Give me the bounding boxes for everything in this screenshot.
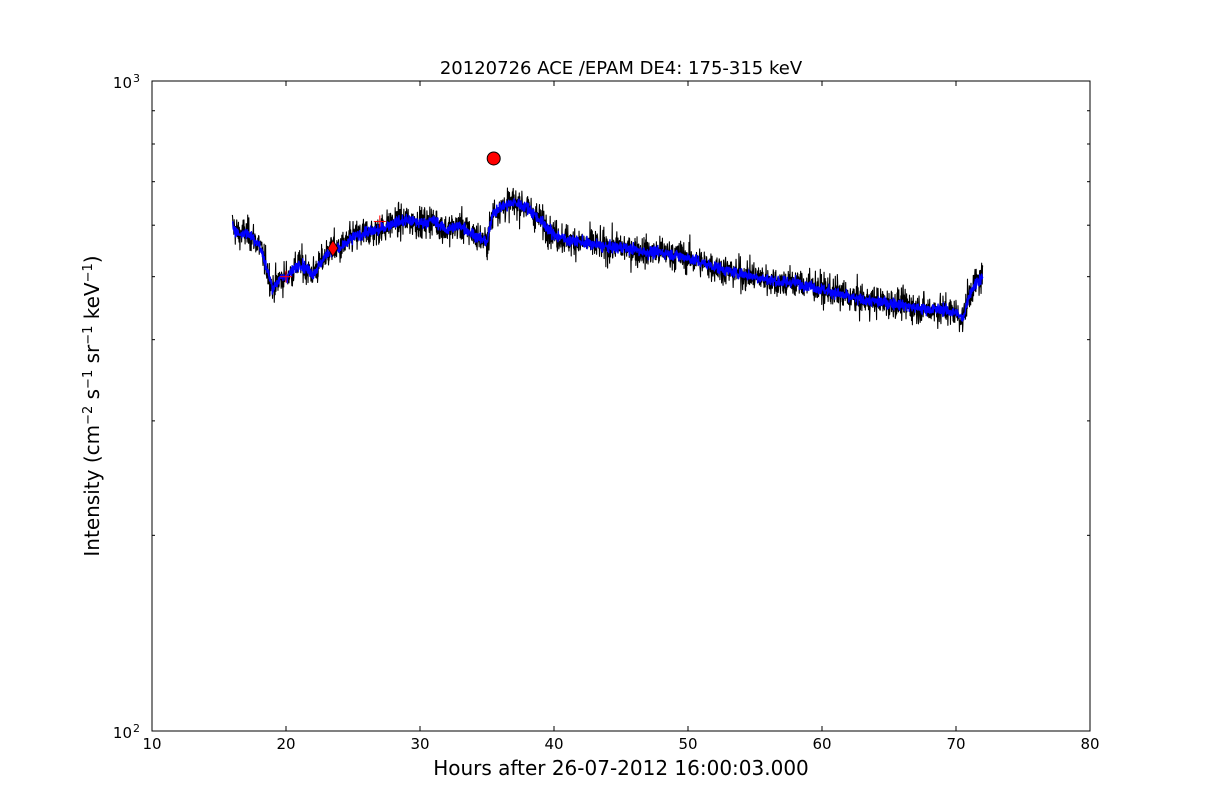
series-smoothed-line [231, 198, 984, 322]
chart-title: 20120726 ACE /EPAM DE4: 175-315 keV [440, 58, 803, 79]
y-axis-label-part: ) [80, 255, 104, 263]
y-axis-label-exponent: −1 [81, 326, 96, 345]
x-tick-label: 50 [678, 735, 697, 753]
x-tick-label: 70 [946, 735, 965, 753]
y-axis-label-part: s [80, 389, 104, 406]
interval-marker-plus [280, 270, 292, 283]
y-axis-label-exponent: −1 [81, 370, 96, 389]
x-tick-label: 20 [276, 735, 295, 753]
y-tick-label-exponent: 2 [133, 722, 140, 735]
x-tick-label: 80 [1080, 735, 1099, 753]
x-tick-label: 10 [142, 735, 161, 753]
y-axis-label: Intensity (cm−2 s−1 sr−1 keV−1) [80, 255, 104, 556]
y-tick-label: 10 [113, 74, 132, 92]
x-axis-label: Hours after 26-07-2012 16:00:03.000 [433, 756, 809, 780]
y-tick-label: 10 [113, 724, 132, 742]
y-axis-label-part: Intensity (cm [80, 425, 104, 557]
onset-marker-diamond [327, 239, 339, 257]
axes-frame [151, 80, 1091, 732]
x-tick-label: 30 [410, 735, 429, 753]
plot-area [231, 151, 984, 333]
y-axis-label-exponent: −2 [81, 406, 96, 425]
y-axis-label-part: sr [80, 344, 104, 370]
y-axis-label-part: keV [80, 282, 104, 326]
y-axis-label-exponent: −1 [81, 263, 96, 282]
y-tick-label-exponent: 3 [133, 72, 140, 85]
interval-marker-plus [373, 215, 386, 228]
peak-marker-circle [486, 151, 501, 166]
x-tick-label: 40 [544, 735, 563, 753]
x-tick-label: 60 [812, 735, 831, 753]
